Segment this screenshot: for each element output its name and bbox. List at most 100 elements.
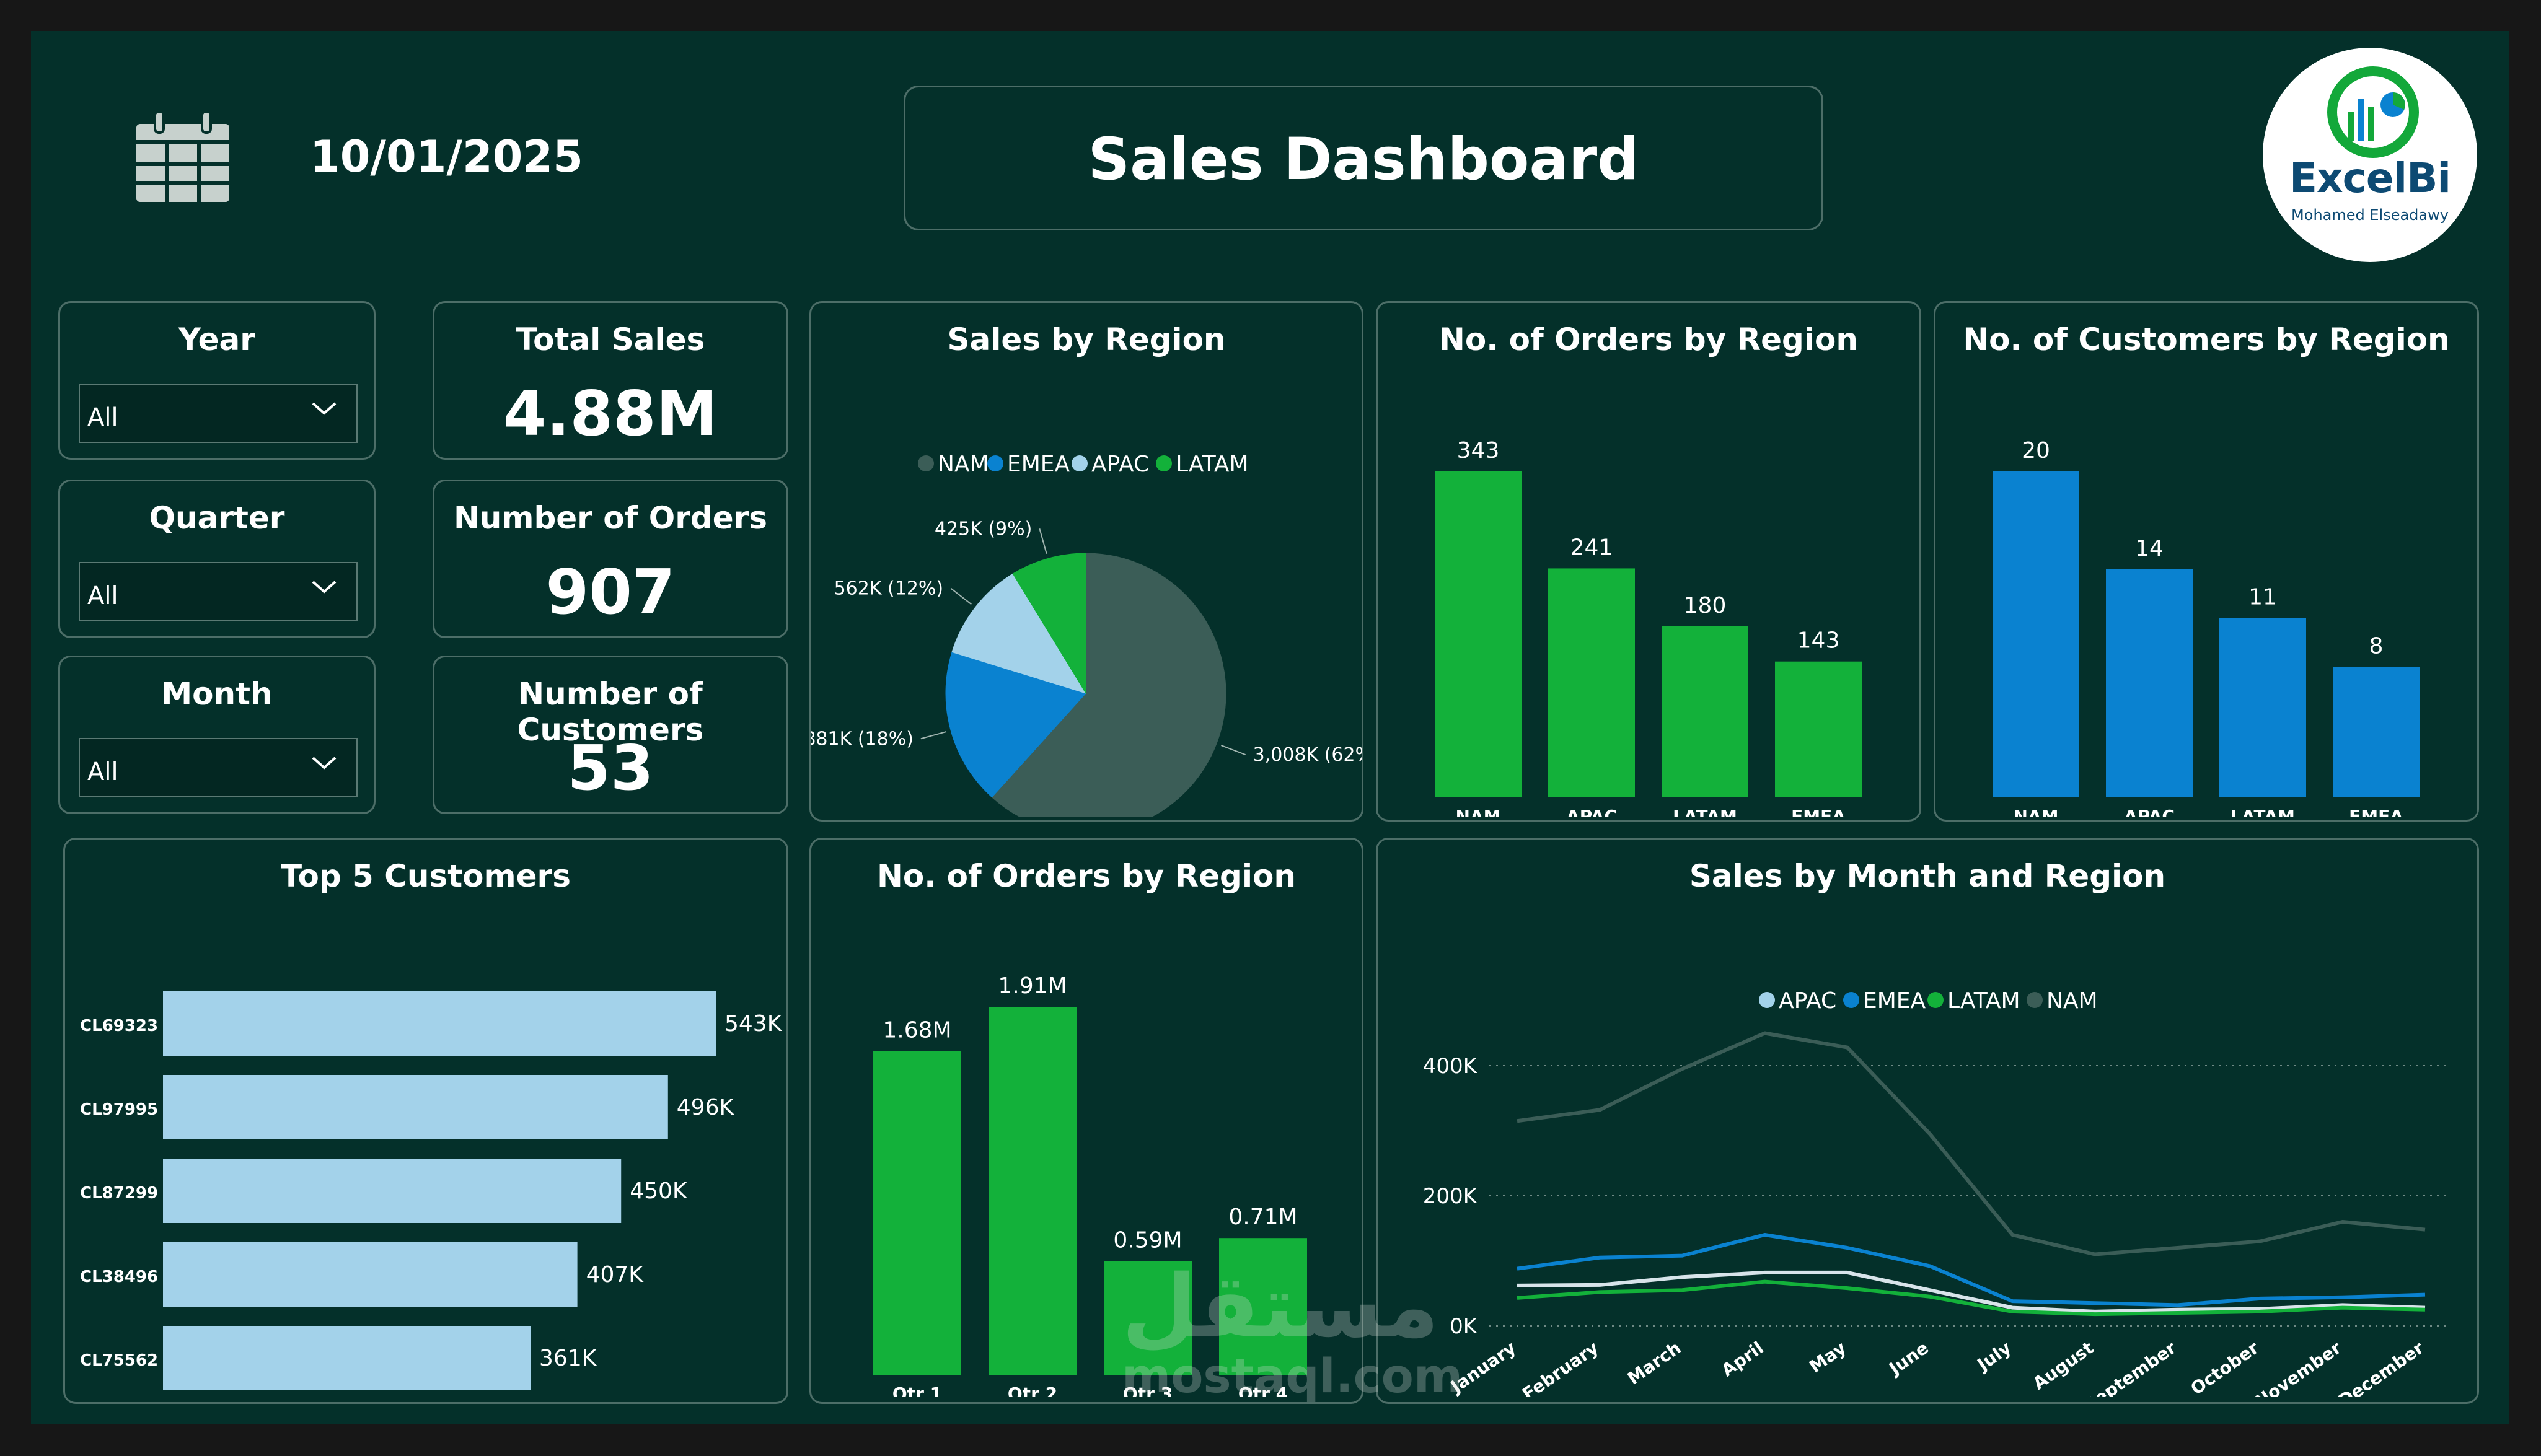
legend-label: EMEA <box>1007 452 1070 477</box>
bar-data-label: 0.59M <box>1113 1228 1182 1253</box>
month-filter: Month All <box>58 656 376 814</box>
x-tick-label: September <box>2080 1338 2180 1397</box>
year-filter: Year All <box>58 301 376 460</box>
kpi-total-sales: Total Sales 4.88M <box>433 301 788 460</box>
bar-data-label: 143 <box>1797 628 1840 654</box>
legend-marker <box>987 455 1003 471</box>
bar-data-label: 0.71M <box>1228 1204 1297 1230</box>
quarter-dropdown-value: All <box>87 582 118 610</box>
legend-label: LATAM <box>1947 988 2020 1014</box>
x-tick-label: July <box>1973 1338 2015 1376</box>
series-line-latam <box>1517 1279 2426 1317</box>
legend-label: EMEA <box>1863 988 1926 1014</box>
bar <box>163 1326 531 1390</box>
bar-data-label: 496K <box>677 1095 735 1120</box>
series-line-nam <box>1517 1031 2426 1256</box>
pie-slice <box>945 651 1086 798</box>
bar-data-label: 11 <box>2248 585 2277 610</box>
kpi-value: 53 <box>567 732 654 804</box>
legend-label: NAM <box>2046 988 2098 1014</box>
series-line-apac <box>1517 1270 2426 1313</box>
pie-data-label: 3,008K (62%) <box>1253 744 1362 766</box>
orders-by-quarter-chart: 1.68M Qtr 1 1.91M Qtr 2 0.59M Qtr 3 0.71M Qtr 4 <box>873 973 1307 1397</box>
legend-label: APAC <box>1091 452 1149 477</box>
x-tick-label: LATAM <box>2231 806 2295 817</box>
legend-marker <box>1927 992 1944 1008</box>
legend-marker <box>1072 455 1088 471</box>
chevron-down-icon <box>312 402 337 415</box>
year-dropdown-value: All <box>87 403 118 432</box>
bar <box>163 1075 668 1139</box>
year-dropdown[interactable]: All <box>79 384 358 443</box>
current-date: 10/01/2025 <box>310 131 583 182</box>
y-tick-label: CL75562 <box>80 1351 158 1370</box>
top-customers-panel: Top 5 Customers CL69323 543K CL97995 496K CL… <box>63 838 788 1404</box>
bar-data-label: 14 <box>2135 536 2164 561</box>
bar <box>989 1007 1077 1375</box>
bar <box>163 991 716 1056</box>
y-tick-label: CL38496 <box>80 1268 158 1286</box>
x-tick-label: April <box>1717 1338 1767 1381</box>
sales-by-month-panel: Sales by Month and Region APAC EMEA LATAM N… <box>1376 838 2479 1404</box>
bar-data-label: 343 <box>1457 438 1500 463</box>
legend-marker <box>1843 992 1859 1008</box>
month-dropdown[interactable]: All <box>79 738 358 797</box>
pie-slice <box>951 573 1087 694</box>
x-tick-label: APAC <box>2124 806 2175 817</box>
customers-by-region-panel: No. of Customers by Region 20 NAM 14 APAC 11… <box>1934 301 2479 822</box>
kpi-number-of-customers: Number of Customers 53 <box>433 656 788 814</box>
x-tick-label: EMEA <box>2349 806 2403 817</box>
legend-marker <box>918 455 934 471</box>
x-tick-label: NAM <box>1456 806 1501 817</box>
bar <box>1993 471 2079 797</box>
logo-text: ExcelBi <box>2289 154 2451 202</box>
bar <box>873 1051 961 1375</box>
x-tick-label: Qtr 4 <box>1238 1384 1288 1397</box>
bar-data-label: 180 <box>1684 593 1727 618</box>
y-tick-label: CL97995 <box>80 1100 158 1119</box>
legend-marker <box>1759 992 1775 1008</box>
pie-leader-line <box>950 587 972 605</box>
series-line-emea <box>1517 1233 2426 1307</box>
x-tick-label: NAM <box>2014 806 2059 817</box>
chevron-down-icon <box>312 581 337 594</box>
x-tick-label: March <box>1624 1338 1684 1389</box>
orders-by-quarter-panel: No. of Orders by Region 1.68M Qtr 1 1.91M Q… <box>809 838 1363 1404</box>
bar-data-label: 1.91M <box>998 973 1067 999</box>
x-tick-label: January <box>1446 1338 1520 1397</box>
x-tick-label: LATAM <box>1673 806 1737 817</box>
chart-title: No. of Orders by Region <box>1439 322 1858 357</box>
bar-data-label: 20 <box>2022 438 2050 463</box>
customers-by-region-chart: 20 NAM 14 APAC 11 LATAM 8 EMEA <box>1993 438 2420 817</box>
x-tick-label: February <box>1518 1338 1602 1397</box>
x-tick-label: EMEA <box>1791 806 1846 817</box>
kpi-value: 4.88M <box>503 377 718 450</box>
year-filter-label: Year <box>178 322 255 357</box>
kpi-label: Total Sales <box>516 322 705 357</box>
excelbi-logo: ExcelBi Mohamed Elseadawy <box>2263 48 2477 262</box>
quarter-dropdown[interactable]: All <box>79 562 358 621</box>
legend-label: APAC <box>1779 988 1836 1014</box>
logo-chart-icon <box>2327 66 2419 158</box>
title-box: Sales Dashboard <box>904 86 1823 230</box>
legend-label: LATAM <box>1176 452 1249 477</box>
page-title: Sales Dashboard <box>1088 126 1639 193</box>
quarter-filter: Quarter All <box>58 480 376 638</box>
pie-leader-line <box>1039 528 1047 554</box>
bar-data-label: 543K <box>724 1011 783 1037</box>
orders-by-region-panel: No. of Orders by Region 343 NAM 241 APAC 180… <box>1376 301 1921 822</box>
chart-title: No. of Customers by Region <box>1963 322 2450 357</box>
sales-by-region-panel: Sales by Region NAM EMEA APAC LATAM 3,008K (… <box>809 301 1363 822</box>
bar <box>1662 626 1748 797</box>
pie-data-label: 881K (18%) <box>811 728 914 750</box>
bar <box>2106 569 2193 797</box>
bar <box>2219 618 2306 797</box>
y-tick-label: 200K <box>1423 1184 1478 1209</box>
bar <box>163 1159 622 1223</box>
chevron-down-icon <box>312 757 337 770</box>
quarter-filter-label: Quarter <box>149 500 285 536</box>
x-tick-label: Qtr 1 <box>892 1384 942 1397</box>
orders-by-region-chart: 343 NAM 241 APAC 180 LATAM 143 EMEA <box>1435 438 1862 817</box>
bar <box>163 1242 578 1307</box>
sales-by-month-chart: APAC EMEA LATAM NAM 0K 200K 400K JanuaryFebruar… <box>1423 988 2450 1397</box>
